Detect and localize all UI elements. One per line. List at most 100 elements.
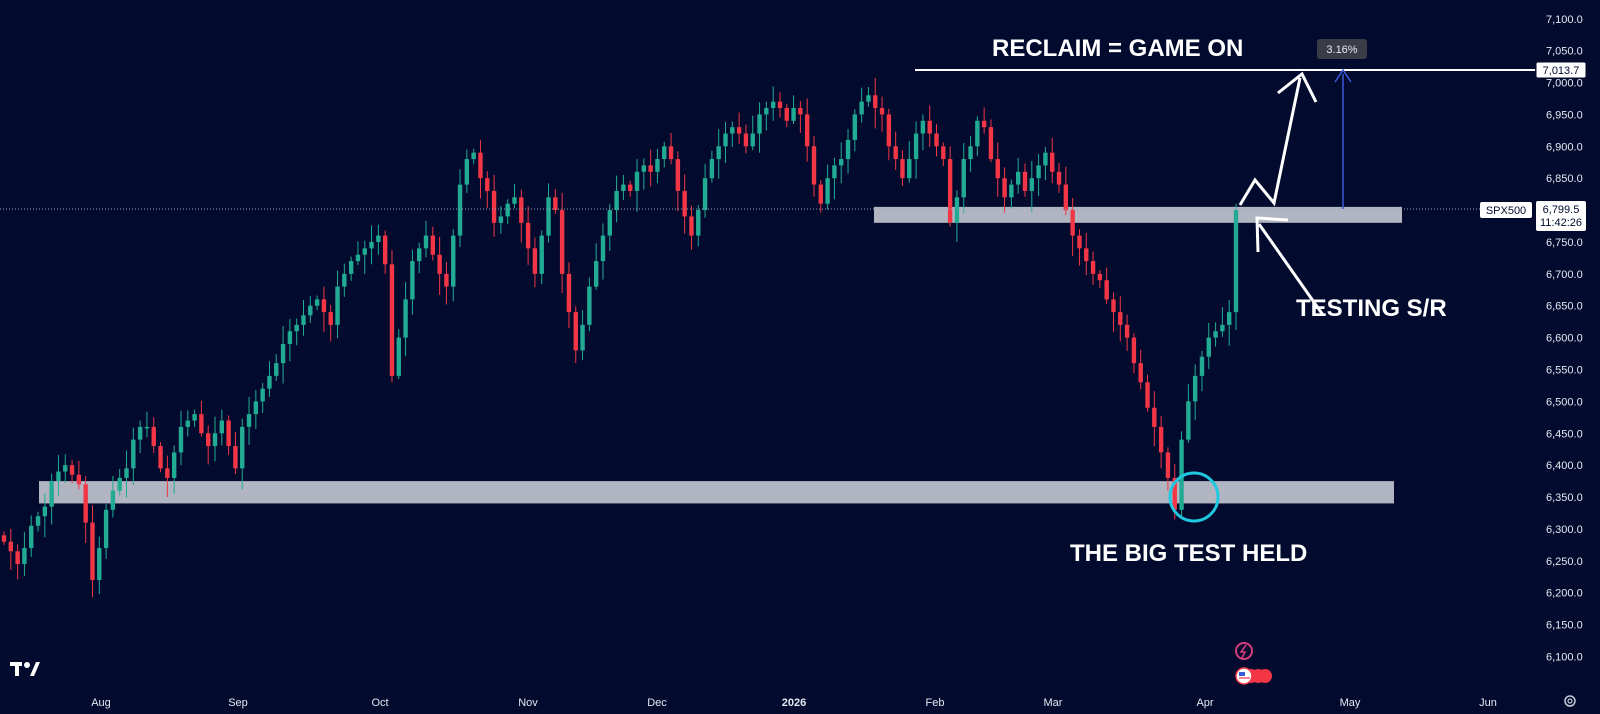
held-circle[interactable]	[1168, 471, 1220, 523]
candle[interactable]	[934, 123, 939, 157]
candle[interactable]	[655, 148, 660, 184]
candle[interactable]	[35, 511, 41, 532]
candle[interactable]	[532, 237, 538, 288]
candle[interactable]	[110, 476, 116, 518]
candle[interactable]	[675, 151, 681, 212]
candle[interactable]	[879, 96, 885, 132]
candle[interactable]	[907, 141, 912, 183]
candle[interactable]	[804, 98, 810, 162]
candle[interactable]	[668, 132, 674, 165]
candle[interactable]	[308, 296, 313, 323]
candle[interactable]	[246, 396, 252, 445]
candle[interactable]	[274, 354, 279, 381]
candle[interactable]	[736, 112, 742, 144]
candle[interactable]	[682, 174, 687, 234]
candle[interactable]	[117, 468, 122, 496]
candle[interactable]	[628, 180, 633, 197]
candle[interactable]	[22, 532, 27, 577]
candle[interactable]	[1213, 322, 1218, 347]
candle[interactable]	[1043, 146, 1048, 181]
candle[interactable]	[927, 105, 932, 147]
candle[interactable]	[451, 229, 456, 302]
candle[interactable]	[457, 169, 463, 248]
candle[interactable]	[798, 101, 803, 133]
candle[interactable]	[42, 493, 48, 538]
candle[interactable]	[1220, 307, 1225, 337]
lightning-event-icon[interactable]	[1235, 642, 1253, 660]
candle[interactable]	[478, 139, 483, 199]
candle[interactable]	[185, 410, 190, 437]
candle[interactable]	[1036, 153, 1041, 197]
candle[interactable]	[573, 306, 578, 364]
candle[interactable]	[730, 121, 735, 147]
candle[interactable]	[287, 319, 293, 362]
candle[interactable]	[988, 119, 994, 163]
candle[interactable]	[886, 108, 892, 161]
candle[interactable]	[131, 427, 136, 485]
candle[interactable]	[505, 199, 510, 225]
candle[interactable]	[321, 286, 327, 332]
candle[interactable]	[839, 142, 844, 184]
candle[interactable]	[144, 411, 150, 438]
candle[interactable]	[464, 149, 470, 193]
candle[interactable]	[995, 142, 1000, 197]
candle[interactable]	[757, 102, 762, 153]
candle[interactable]	[859, 87, 864, 123]
candle[interactable]	[83, 476, 88, 543]
candle[interactable]	[832, 157, 837, 200]
candle[interactable]	[178, 410, 184, 466]
candle[interactable]	[137, 420, 143, 454]
candle[interactable]	[593, 243, 599, 290]
candle[interactable]	[348, 256, 354, 281]
candle[interactable]	[920, 114, 926, 151]
candle[interactable]	[314, 295, 320, 311]
candle[interactable]	[1070, 197, 1075, 256]
candle[interactable]	[342, 263, 347, 297]
candle[interactable]	[519, 189, 524, 243]
candle[interactable]	[362, 240, 367, 274]
candle[interactable]	[580, 310, 585, 360]
candle[interactable]	[1022, 163, 1028, 197]
candle[interactable]	[1199, 351, 1205, 392]
candle[interactable]	[1165, 447, 1171, 491]
candle[interactable]	[1145, 374, 1150, 412]
candle[interactable]	[1090, 251, 1096, 285]
candle[interactable]	[1056, 162, 1062, 193]
candle[interactable]	[1186, 384, 1191, 443]
candle[interactable]	[559, 192, 565, 293]
candle[interactable]	[437, 236, 442, 295]
candle[interactable]	[1104, 267, 1109, 304]
candle[interactable]	[410, 249, 415, 315]
candle[interactable]	[69, 460, 75, 484]
candle[interactable]	[1179, 431, 1184, 517]
candle[interactable]	[491, 175, 497, 237]
candle[interactable]	[417, 242, 422, 274]
candle[interactable]	[1077, 229, 1082, 266]
candle[interactable]	[648, 149, 653, 187]
candle[interactable]	[621, 175, 626, 200]
candle[interactable]	[165, 455, 170, 498]
candle[interactable]	[1015, 157, 1021, 194]
candle[interactable]	[301, 299, 306, 336]
candle[interactable]	[777, 92, 783, 118]
candle[interactable]	[1118, 296, 1123, 342]
candle[interactable]	[56, 454, 61, 496]
candle[interactable]	[968, 136, 973, 172]
tradingview-logo-icon[interactable]	[10, 662, 40, 676]
candle[interactable]	[1009, 179, 1014, 210]
candle[interactable]	[614, 175, 619, 223]
candle[interactable]	[423, 220, 429, 258]
candle[interactable]	[151, 417, 156, 454]
candle[interactable]	[8, 528, 14, 570]
candle[interactable]	[403, 282, 408, 357]
candle[interactable]	[566, 262, 572, 329]
candle[interactable]	[498, 206, 504, 234]
candle[interactable]	[600, 223, 606, 280]
candle[interactable]	[553, 189, 558, 214]
candle[interactable]	[689, 205, 694, 250]
candle[interactable]	[961, 143, 966, 214]
candle[interactable]	[444, 261, 449, 305]
candle[interactable]	[954, 190, 960, 242]
candle[interactable]	[355, 241, 361, 265]
candle[interactable]	[335, 270, 340, 339]
